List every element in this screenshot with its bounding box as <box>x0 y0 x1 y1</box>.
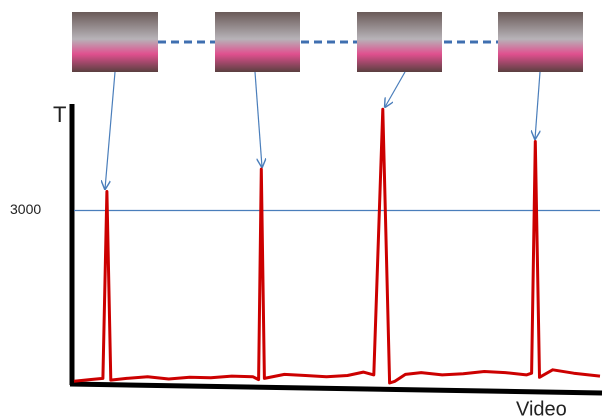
data-line <box>74 109 600 383</box>
x-axis-label: Video <box>516 398 567 420</box>
x-axis <box>70 384 602 393</box>
thumbnail <box>498 12 583 72</box>
arrow <box>535 72 540 139</box>
y-axis-label: T <box>53 102 66 127</box>
thumbnails <box>72 12 583 189</box>
arrow <box>105 72 115 189</box>
thumbnail <box>357 12 442 72</box>
arrow <box>385 72 405 107</box>
thumbnail <box>215 12 300 72</box>
thumbnail <box>72 12 158 72</box>
y-tick-label: 3000 <box>10 201 41 217</box>
chart: T Video 3000 <box>0 0 606 420</box>
arrow <box>255 72 262 167</box>
